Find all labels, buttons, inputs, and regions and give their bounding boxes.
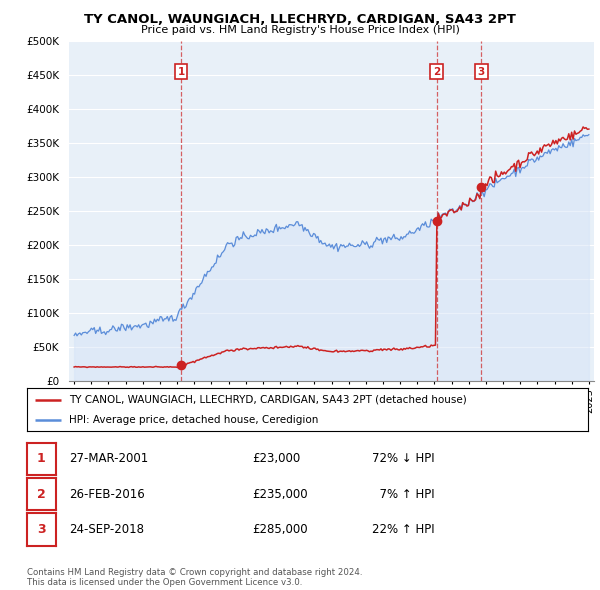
- Text: £23,000: £23,000: [252, 452, 300, 466]
- Text: Contains HM Land Registry data © Crown copyright and database right 2024.
This d: Contains HM Land Registry data © Crown c…: [27, 568, 362, 587]
- Text: 1: 1: [37, 452, 46, 466]
- Text: 3: 3: [37, 523, 46, 536]
- Text: 26-FEB-2016: 26-FEB-2016: [69, 487, 145, 501]
- Text: 7% ↑ HPI: 7% ↑ HPI: [372, 487, 434, 501]
- Text: 27-MAR-2001: 27-MAR-2001: [69, 452, 148, 466]
- Text: TY CANOL, WAUNGIACH, LLECHRYD, CARDIGAN, SA43 2PT (detached house): TY CANOL, WAUNGIACH, LLECHRYD, CARDIGAN,…: [69, 395, 467, 405]
- Text: 72% ↓ HPI: 72% ↓ HPI: [372, 452, 434, 466]
- Text: TY CANOL, WAUNGIACH, LLECHRYD, CARDIGAN, SA43 2PT: TY CANOL, WAUNGIACH, LLECHRYD, CARDIGAN,…: [84, 13, 516, 26]
- Text: 24-SEP-2018: 24-SEP-2018: [69, 523, 144, 536]
- Text: 22% ↑ HPI: 22% ↑ HPI: [372, 523, 434, 536]
- Text: £235,000: £235,000: [252, 487, 308, 501]
- Text: HPI: Average price, detached house, Ceredigion: HPI: Average price, detached house, Cere…: [69, 415, 319, 425]
- Text: £285,000: £285,000: [252, 523, 308, 536]
- Text: Price paid vs. HM Land Registry's House Price Index (HPI): Price paid vs. HM Land Registry's House …: [140, 25, 460, 35]
- Text: 2: 2: [433, 67, 440, 77]
- Text: 2: 2: [37, 487, 46, 501]
- Text: 3: 3: [478, 67, 485, 77]
- Text: 1: 1: [178, 67, 185, 77]
